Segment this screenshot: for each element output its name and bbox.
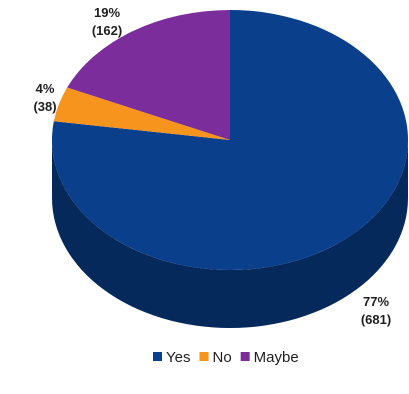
pie-slices — [52, 9, 408, 271]
slice-yes — [52, 10, 408, 271]
data-label-percent-maybe: 19% — [94, 5, 120, 20]
data-label-count-maybe: (162) — [92, 23, 122, 38]
data-label-percent-yes: 77% — [363, 294, 389, 309]
data-label-count-yes: (681) — [361, 312, 391, 327]
legend-swatch-no — [199, 352, 209, 361]
legend-swatch-maybe — [240, 352, 250, 361]
data-label-percent-no: 4% — [36, 81, 55, 96]
slice-no — [53, 87, 230, 140]
pie-3d-sides — [52, 140, 408, 328]
slice-side-yes — [52, 140, 408, 328]
data-labels: 77% (681) 4% (38) 19% (162) — [33, 5, 391, 327]
legend-label-no: No — [212, 349, 231, 366]
legend-label-maybe: Maybe — [254, 349, 299, 366]
data-label-count-no: (38) — [33, 99, 56, 114]
legend-swatch-yes — [153, 352, 162, 361]
legend-label-yes: Yes — [166, 349, 190, 366]
slice-maybe — [67, 9, 230, 140]
legend: Yes No Maybe — [153, 349, 299, 366]
